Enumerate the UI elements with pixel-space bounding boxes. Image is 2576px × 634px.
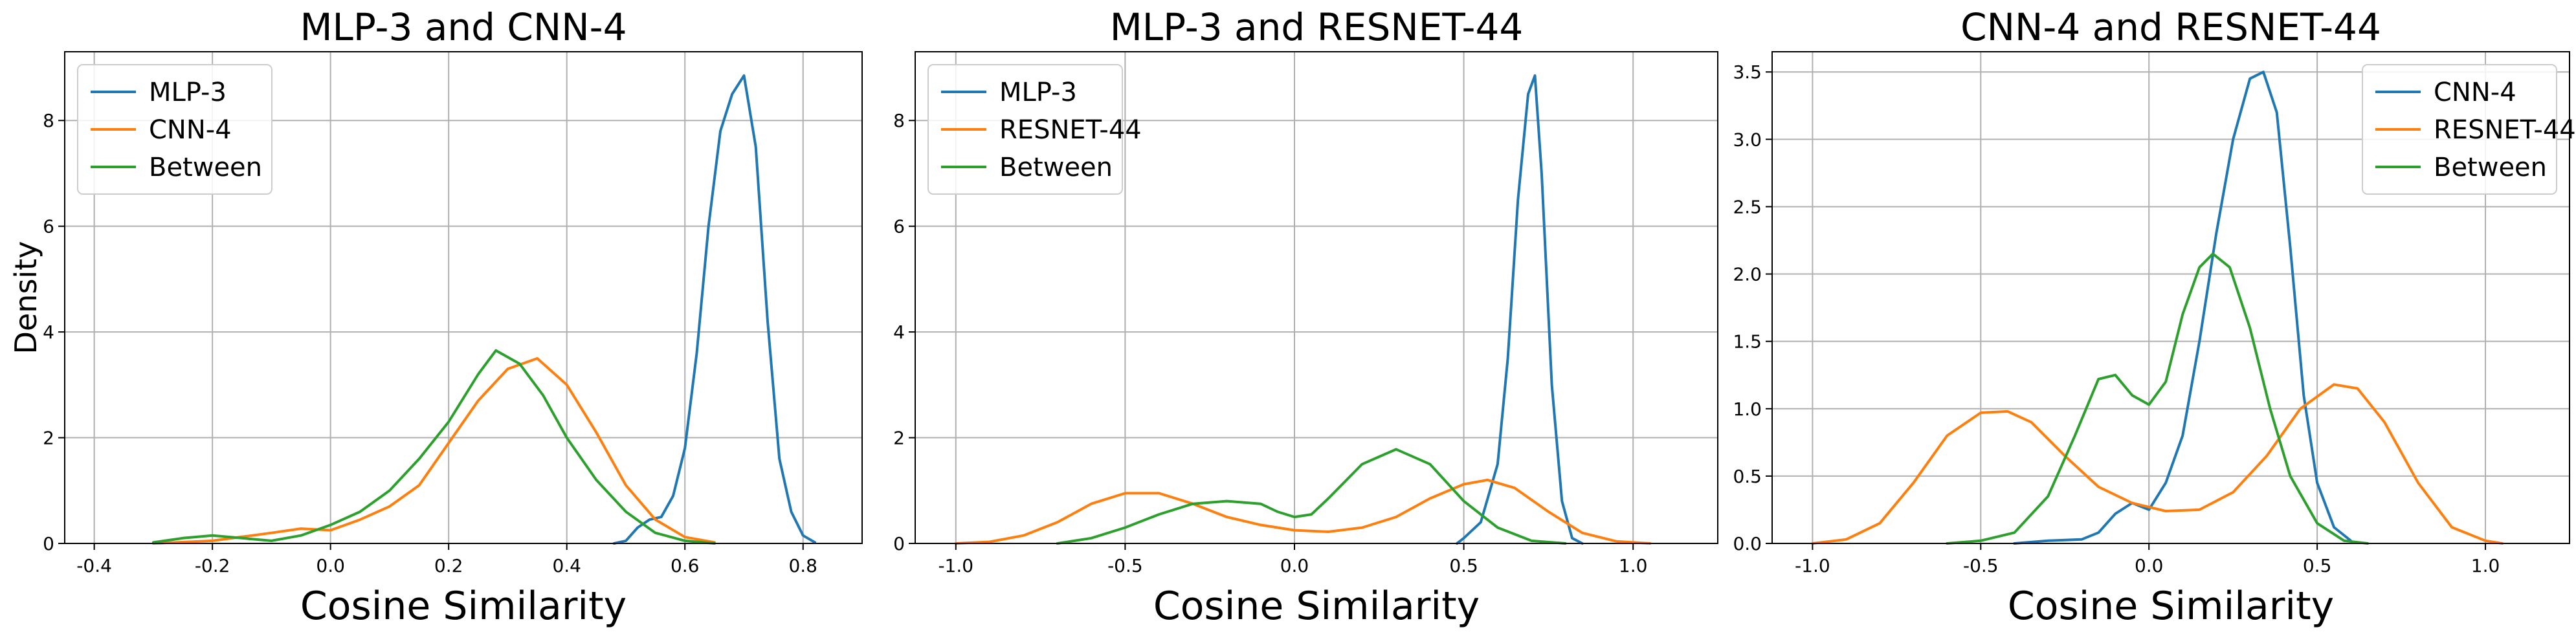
x-tick-label: 0.2 <box>434 555 463 576</box>
series-line-between <box>151 349 716 545</box>
series-line-cnn-4 <box>151 357 716 545</box>
x-tick-label: 1.0 <box>1619 555 1648 576</box>
x-tick-label: 0.0 <box>2135 555 2164 576</box>
series-line-mlp-3 <box>1456 74 1584 545</box>
y-tick-label: 2.0 <box>1733 264 1762 285</box>
legend-box <box>77 64 272 195</box>
series-line-cnn-4 <box>2013 71 2353 545</box>
y-tick-label: 2 <box>43 428 54 449</box>
series-line-between <box>1056 448 1567 545</box>
chart-title: MLP-3 and RESNET-44 <box>1110 5 1524 49</box>
x-tick-label: 1.0 <box>2471 555 2500 576</box>
legend-label: CNN-4 <box>2434 78 2516 107</box>
series-line-resnet-44 <box>954 478 1652 545</box>
chart-title: CNN-4 and RESNET-44 <box>1960 5 2381 49</box>
legend: CNN-4 RESNET-44 Between <box>2362 64 2576 195</box>
series-line-between <box>1946 252 2370 545</box>
series-line-resnet-44 <box>1811 383 2504 545</box>
legend-box <box>2362 64 2557 195</box>
y-tick-label: 1.5 <box>1733 331 1762 353</box>
y-tick-label: 2.5 <box>1733 196 1762 217</box>
y-tick-label: 1.0 <box>1733 399 1762 420</box>
x-tick-label: -0.2 <box>195 555 230 576</box>
x-tick-label: -0.5 <box>1963 555 1999 576</box>
legend-label: MLP-3 <box>149 78 227 107</box>
y-tick-label: 8 <box>43 110 54 131</box>
legend-label: Between <box>2434 153 2547 182</box>
y-tick-label: 2 <box>893 428 905 449</box>
legend-label: CNN-4 <box>149 115 232 145</box>
y-tick-label: 8 <box>893 110 905 131</box>
x-tick-label: 0.5 <box>1449 555 1478 576</box>
plot-frame <box>1771 51 2570 544</box>
x-axis-label: Cosine Similarity <box>2008 584 2334 629</box>
y-tick-label: 0.0 <box>1733 533 1762 554</box>
plot-frame <box>64 51 863 544</box>
x-axis-label: Cosine Similarity <box>300 584 627 629</box>
y-tick-label: 0 <box>893 533 905 554</box>
legend-label: RESNET-44 <box>2434 115 2576 145</box>
legend-box <box>927 64 1123 195</box>
chart-panel-3: -1.0 -0.5 0.0 0.5 1.0 0.0 0.5 1.0 1.5 2.0 2.5 3.0 3.… <box>1733 5 2575 629</box>
plot-frame <box>915 51 1718 544</box>
legend-label: Between <box>149 153 262 182</box>
y-axis-label: Density <box>8 241 43 355</box>
legend-label: MLP-3 <box>999 78 1077 107</box>
y-tick-label: 4 <box>43 322 54 343</box>
x-tick-label: 0.0 <box>1280 555 1309 576</box>
chart-panel-1: -0.4 -0.2 0.0 0.2 0.4 0.6 0.8 0 2 4 6 8 MLP-3 and CN… <box>8 5 863 629</box>
x-tick-label: 0.5 <box>2303 555 2332 576</box>
x-tick-label: 0.4 <box>552 555 581 576</box>
y-tick-label: 6 <box>43 216 54 237</box>
y-tick-label: 4 <box>893 322 905 343</box>
legend: MLP-3 RESNET-44 Between <box>927 64 1142 195</box>
chart-panel-2: -1.0 -0.5 0.0 0.5 1.0 0 2 4 6 8 MLP-3 and RESNET-4… <box>893 5 1718 629</box>
series-line-mlp-3 <box>612 74 816 545</box>
x-tick-label: 0.0 <box>316 555 345 576</box>
legend-label: RESNET-44 <box>999 115 1142 145</box>
x-tick-label: -0.4 <box>76 555 112 576</box>
y-tick-label: 3.0 <box>1733 129 1762 150</box>
x-tick-label: -1.0 <box>938 555 973 576</box>
x-tick-label: 0.6 <box>671 555 700 576</box>
x-tick-label: 0.8 <box>788 555 817 576</box>
x-tick-label: -0.5 <box>1107 555 1143 576</box>
y-tick-label: 3.5 <box>1733 61 1762 83</box>
x-axis-label: Cosine Similarity <box>1153 584 1480 629</box>
legend-label: Between <box>999 153 1113 182</box>
y-tick-label: 6 <box>893 216 905 237</box>
y-tick-label: 0 <box>43 533 54 554</box>
y-tick-label: 0.5 <box>1733 466 1762 487</box>
legend: MLP-3 CNN-4 Between <box>77 64 272 195</box>
chart-title: MLP-3 and CNN-4 <box>300 5 627 49</box>
x-tick-label: -1.0 <box>1795 555 1830 576</box>
